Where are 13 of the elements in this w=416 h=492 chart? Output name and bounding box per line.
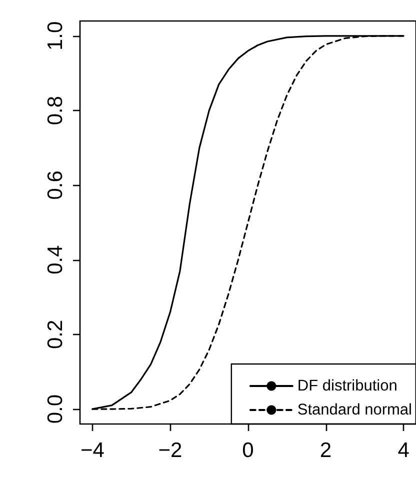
legend-label: Standard normal xyxy=(297,402,412,418)
x-tick-label: 4 xyxy=(398,439,410,462)
x-tick-label: 0 xyxy=(242,439,254,462)
x-tick-label: −2 xyxy=(158,439,182,462)
x-tick-label: −4 xyxy=(80,439,105,462)
y-tick-label: 0.6 xyxy=(44,170,67,200)
x-tick-label: 2 xyxy=(320,439,332,462)
y-tick-label: 0.0 xyxy=(44,394,67,424)
legend-label: DF distribution xyxy=(297,378,398,394)
y-tick-label: 0.2 xyxy=(44,320,67,350)
y-tick-label: 0.8 xyxy=(44,96,67,126)
y-tick-label: 1.0 xyxy=(44,21,67,51)
y-tick-label: 0.4 xyxy=(44,244,67,274)
